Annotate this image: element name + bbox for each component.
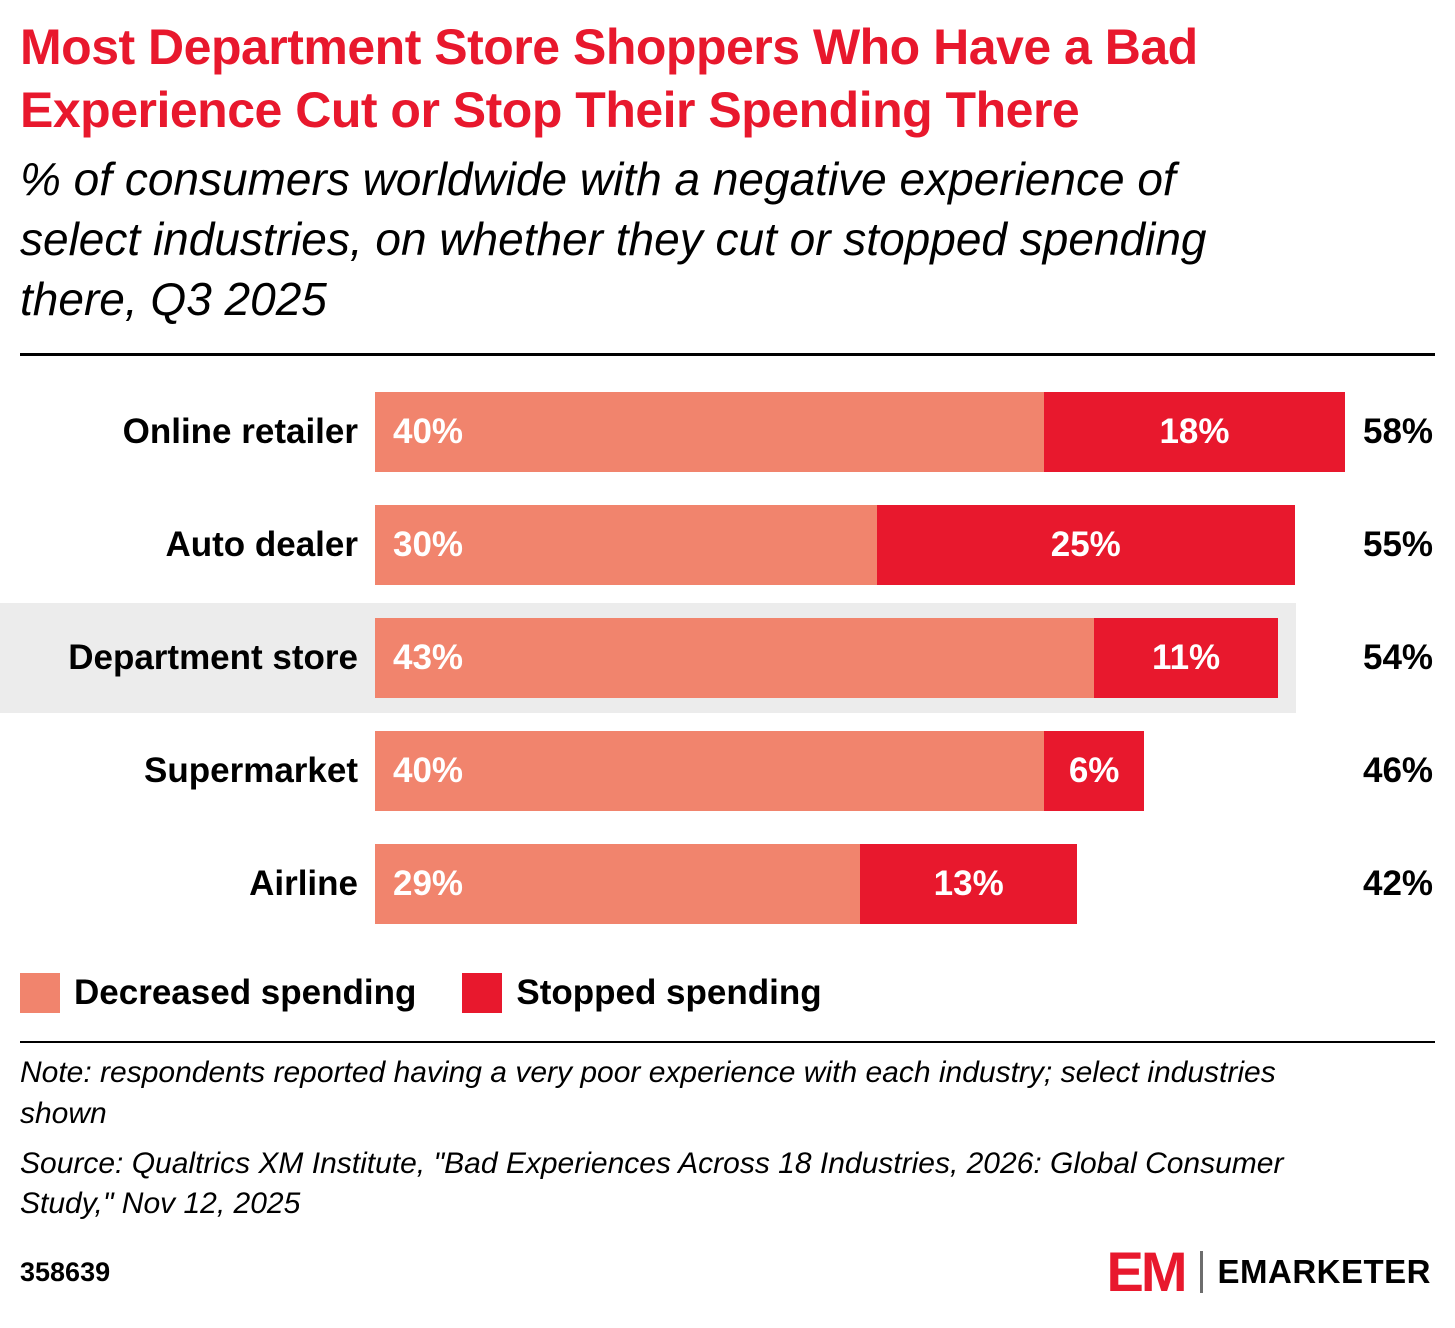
chart-legend: Decreased spending Stopped spending: [20, 963, 1435, 1041]
segment-stopped-spending: 13%: [860, 844, 1078, 925]
chart-content: Most Department Store Shoppers Who Have …: [0, 19, 1435, 1220]
legend-swatch-decreased-icon: [20, 973, 60, 1014]
segment-stopped-spending: 18%: [1043, 392, 1345, 473]
footer: 358639 EM EMARKETER: [0, 1224, 1455, 1328]
footnote-source: Source: Qualtrics XM Institute, "Bad Exp…: [20, 1146, 1284, 1220]
bar-row-supermarket: Supermarket 40% 6% 46%: [20, 731, 1435, 812]
category-label: Department store: [68, 638, 358, 678]
bar-track: 40% 6%: [375, 731, 1345, 812]
chart-id: 358639: [20, 1256, 111, 1287]
legend-item-decreased-spending: Decreased spending: [20, 973, 417, 1014]
logo-separator: [1200, 1251, 1204, 1294]
footnote-divider: [20, 1041, 1435, 1044]
emarketer-em-logo-icon: EM: [1106, 1240, 1187, 1304]
total-value-label: 42%: [1363, 864, 1434, 904]
bar-chart: Online retailer 40% 18% 58% Auto dealer 30% 25…: [0, 356, 1435, 963]
total-value-label: 54%: [1363, 638, 1434, 678]
brand-name: EMARKETER: [1217, 1253, 1431, 1291]
chart-subtitle: % of consumers worldwide with a negative…: [20, 153, 1207, 325]
segment-stopped-spending: 11%: [1094, 618, 1279, 699]
brand-logo: EM EMARKETER: [1106, 1244, 1431, 1300]
category-label: Online retailer: [122, 412, 358, 452]
category-label: Airline: [249, 864, 358, 904]
segment-decreased-spending: 30%: [375, 505, 877, 586]
segment-decreased-spending: 29%: [375, 844, 860, 925]
footnote-note: Note: respondents reported having a very…: [20, 1056, 1276, 1130]
segment-stopped-spending: 25%: [876, 505, 1295, 586]
segment-decreased-spending: 40%: [375, 392, 1044, 473]
bar-row-auto-dealer: Auto dealer 30% 25% 55%: [20, 505, 1435, 586]
header-divider: [20, 353, 1435, 357]
bar-track: 40% 18%: [375, 392, 1345, 473]
legend-swatch-stopped-icon: [462, 973, 503, 1014]
total-value-label: 46%: [1363, 751, 1434, 791]
category-label: Auto dealer: [165, 525, 358, 565]
bar-track: 30% 25%: [375, 505, 1345, 586]
legend-label-decreased: Decreased spending: [74, 973, 417, 1013]
bar-row-department-store: Department store 43% 11% 54%: [0, 603, 1435, 714]
segment-stopped-spending: 6%: [1043, 731, 1145, 812]
category-label: Supermarket: [144, 751, 358, 791]
chart-title: Most Department Store Shoppers Who Have …: [20, 19, 1198, 138]
total-value-label: 55%: [1363, 525, 1434, 565]
segment-decreased-spending: 43%: [375, 618, 1095, 699]
bar-track: 43% 11%: [375, 618, 1345, 699]
segment-decreased-spending: 40%: [375, 731, 1044, 812]
bar-row-airline: Airline 29% 13% 42%: [20, 844, 1435, 925]
legend-label-stopped: Stopped spending: [516, 973, 822, 1013]
bar-track: 29% 13%: [375, 844, 1345, 925]
total-value-label: 58%: [1363, 412, 1434, 452]
legend-item-stopped-spending: Stopped spending: [462, 973, 822, 1014]
bar-row-online-retailer: Online retailer 40% 18% 58%: [20, 392, 1435, 473]
